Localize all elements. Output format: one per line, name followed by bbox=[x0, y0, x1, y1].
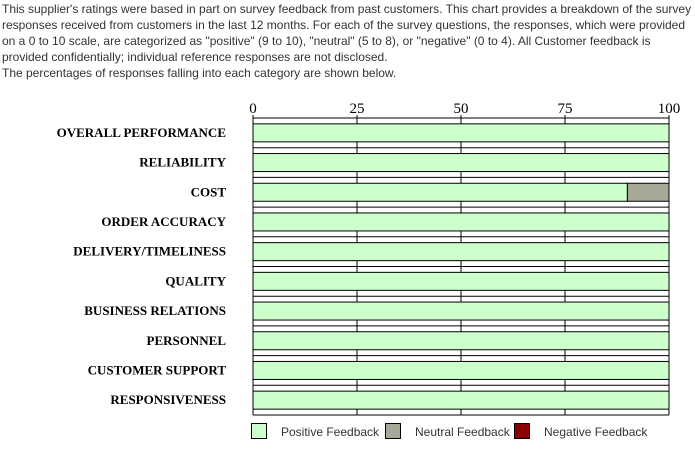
chart-category-labels: OVERALL PERFORMANCE RELIABILITY COST ORDER … bbox=[57, 125, 227, 407]
category-label-4: DELIVERY/TIMELINESS bbox=[73, 244, 226, 259]
category-label-6: BUSINESS RELATIONS bbox=[84, 303, 226, 318]
legend-label-0: Positive Feedback bbox=[281, 425, 380, 439]
tick-label-50: 50 bbox=[454, 101, 469, 117]
tick-label-0: 0 bbox=[249, 101, 257, 117]
tick-label-75: 75 bbox=[558, 101, 573, 117]
intro-note: The percentages of responses falling int… bbox=[2, 66, 397, 80]
bar-positive-feedback-1 bbox=[252, 153, 670, 173]
chart-tick-labels: 0 25 50 75 100 bbox=[249, 101, 680, 117]
bar-positive-feedback-0 bbox=[252, 123, 670, 143]
bar-positive-feedback-8 bbox=[252, 360, 670, 380]
bar-positive-feedback-9 bbox=[252, 390, 670, 410]
tick-label-100: 100 bbox=[658, 101, 681, 117]
legend-label-1: Neutral Feedback bbox=[415, 425, 510, 439]
category-label-5: QUALITY bbox=[165, 273, 226, 288]
bar-positive-feedback-7 bbox=[252, 331, 670, 351]
legend-swatch-0 bbox=[251, 423, 267, 439]
legend-label-2: Negative Feedback bbox=[544, 425, 648, 439]
intro-text: This supplier's ratings were based in pa… bbox=[2, 1, 692, 81]
category-label-0: OVERALL PERFORMANCE bbox=[57, 125, 226, 140]
category-label-2: COST bbox=[191, 184, 227, 199]
bar-positive-feedback-4 bbox=[252, 242, 670, 262]
legend-swatch-2 bbox=[514, 423, 530, 439]
category-label-9: RESPONSIVENESS bbox=[110, 392, 226, 407]
bar-positive-feedback-5 bbox=[252, 271, 670, 291]
chart-bars bbox=[252, 123, 670, 410]
intro-paragraph: This supplier's ratings were based in pa… bbox=[2, 2, 692, 64]
legend-swatch-1 bbox=[385, 423, 401, 439]
category-label-1: RELIABILITY bbox=[139, 155, 226, 170]
category-label-8: CUSTOMER SUPPORT bbox=[88, 362, 227, 377]
bar-positive-feedback-2 bbox=[252, 182, 628, 202]
category-label-7: PERSONNEL bbox=[147, 333, 227, 348]
category-label-3: ORDER ACCURACY bbox=[101, 214, 226, 229]
bar-positive-feedback-6 bbox=[252, 301, 670, 321]
tick-label-25: 25 bbox=[350, 101, 365, 117]
bar-positive-feedback-3 bbox=[252, 212, 670, 232]
bar-neutral-feedback-2 bbox=[626, 182, 670, 202]
